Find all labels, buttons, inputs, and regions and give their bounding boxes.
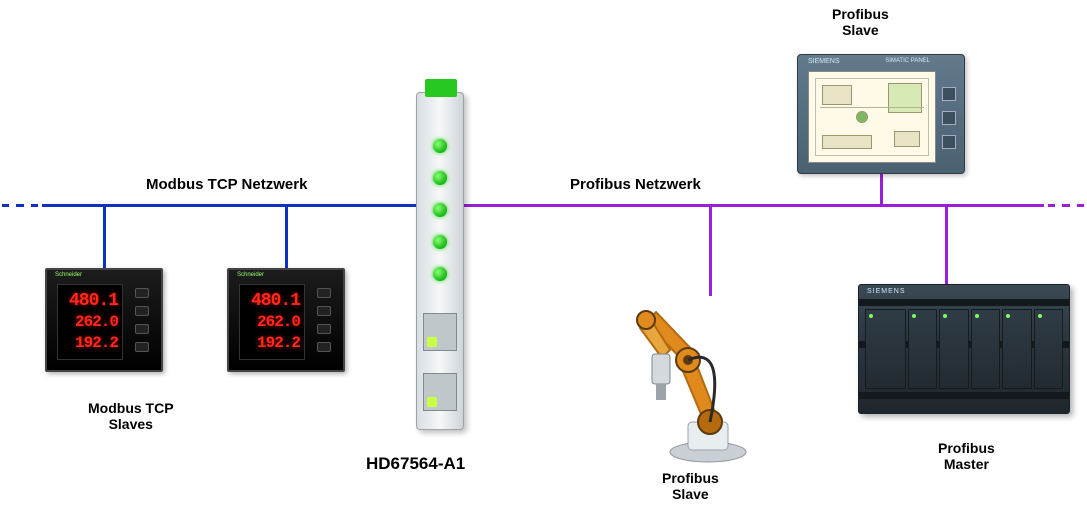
- plc-slot-2: [908, 309, 938, 389]
- robot-arm-svg: [616, 294, 766, 464]
- modbus-slaves-label: Modbus TCP Slaves: [88, 400, 174, 432]
- hmi-panel: SIEMENS SIMATIC PANEL: [797, 54, 965, 174]
- meter-screen: 480.1 262.0 192.2: [57, 284, 123, 360]
- plc-slot-row: [865, 309, 1063, 389]
- meter-readout-1: 480.1: [60, 294, 120, 308]
- plc-profibus-master-label: Profibus Master: [938, 440, 995, 472]
- plc-brand-text: SIEMENS: [867, 288, 906, 295]
- gateway-led-2: [433, 171, 447, 185]
- meter-readout-1: 480.1: [242, 294, 302, 308]
- gateway-top-connector: [425, 79, 457, 97]
- hmi-brand-text: SIEMENS: [808, 58, 840, 65]
- gateway-port-2: [423, 373, 457, 411]
- power-meter-1: Schneider 480.1 262.0 192.2: [45, 268, 163, 372]
- robot-profibus-slave-label: Profibus Slave: [662, 470, 719, 502]
- gateway-led-4: [433, 235, 447, 249]
- gateway-device: [416, 92, 464, 430]
- profibus-network-label: Profibus Netzwerk: [570, 176, 701, 193]
- power-meter-2: Schneider 480.1 262.0 192.2: [227, 268, 345, 372]
- plc-slot-5: [1002, 309, 1032, 389]
- hmi-side-button-3: [942, 135, 956, 149]
- gateway-led-column: [417, 139, 463, 281]
- meter-readout-2: 262.0: [60, 315, 120, 329]
- plc-slot-6: [1034, 309, 1064, 389]
- meter-readout-3: 192.2: [242, 336, 302, 350]
- plc-slot-3: [939, 309, 969, 389]
- gateway-port-1: [423, 313, 457, 351]
- plc-slot-1: [865, 309, 906, 389]
- meter-button-column: [317, 288, 335, 352]
- meter-brand-text: Schneider: [237, 272, 264, 278]
- meter-screen: 480.1 262.0 192.2: [239, 284, 305, 360]
- modbus-network-label: Modbus TCP Netzwerk: [146, 176, 307, 193]
- meter-brand-text: Schneider: [55, 272, 82, 278]
- gateway-led-1: [433, 139, 447, 153]
- gateway-ports: [417, 313, 463, 411]
- gateway-label: HD67564-A1: [366, 454, 465, 474]
- gateway-led-3: [433, 203, 447, 217]
- hmi-side-button-2: [942, 111, 956, 125]
- hmi-panel-text: SIMATIC PANEL: [885, 58, 930, 64]
- plc-slot-4: [971, 309, 1001, 389]
- robot-arm: [616, 294, 766, 464]
- hmi-side-button-1: [942, 87, 956, 101]
- hmi-screen: [808, 71, 936, 163]
- meter-readout-3: 192.2: [60, 336, 120, 350]
- gateway-led-5: [433, 267, 447, 281]
- plc-device: SIEMENS: [858, 284, 1070, 414]
- meter-button-column: [135, 288, 153, 352]
- meter-readout-2: 262.0: [242, 315, 302, 329]
- hmi-profibus-slave-label: Profibus Slave: [832, 6, 889, 38]
